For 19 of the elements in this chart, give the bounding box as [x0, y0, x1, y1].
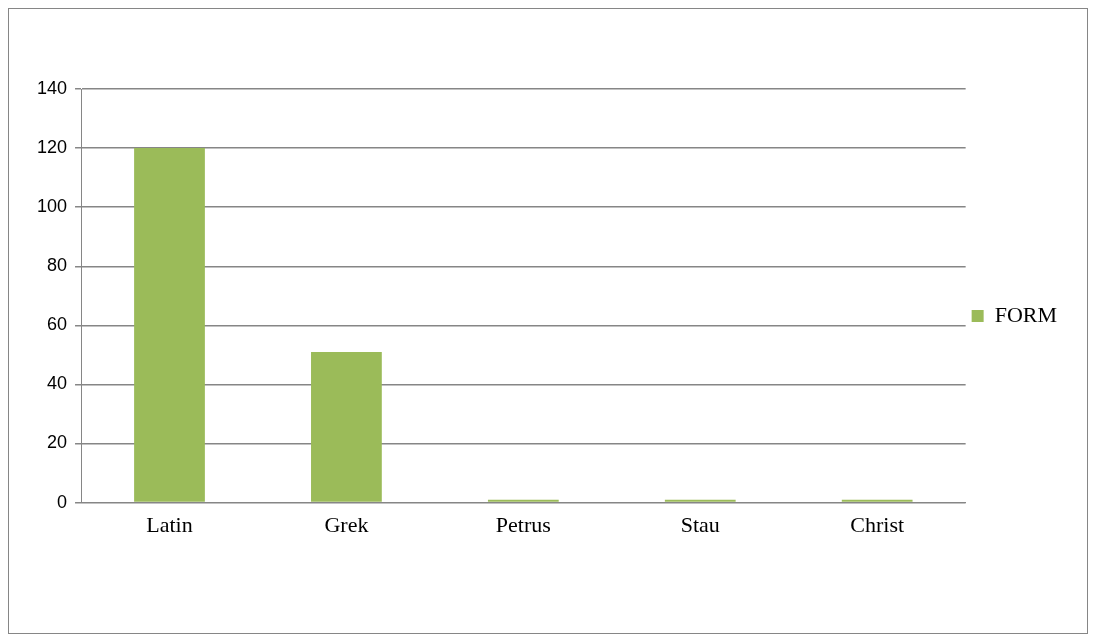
y-tick-label: 40	[47, 373, 68, 394]
bar	[134, 148, 205, 502]
y-tick-label: 100	[36, 196, 68, 217]
bar	[487, 499, 559, 502]
y-tick-label: 20	[47, 432, 68, 453]
x-tick-label: Petrus	[495, 511, 551, 537]
x-tick-label: Latin	[146, 511, 193, 537]
bar	[311, 351, 382, 502]
x-tick-label: Christ	[850, 511, 905, 537]
legend-label: FORM	[994, 301, 1057, 327]
y-tick-label: 140	[36, 77, 68, 98]
y-tick-label: 120	[36, 137, 68, 158]
y-tick-label: 80	[47, 255, 68, 276]
bar	[841, 499, 913, 502]
bar	[664, 499, 736, 502]
x-tick-label: Stau	[680, 511, 720, 537]
x-tick-label: Grek	[324, 511, 369, 537]
y-tick-label: 60	[47, 314, 68, 335]
y-tick-label: 0	[57, 491, 68, 512]
